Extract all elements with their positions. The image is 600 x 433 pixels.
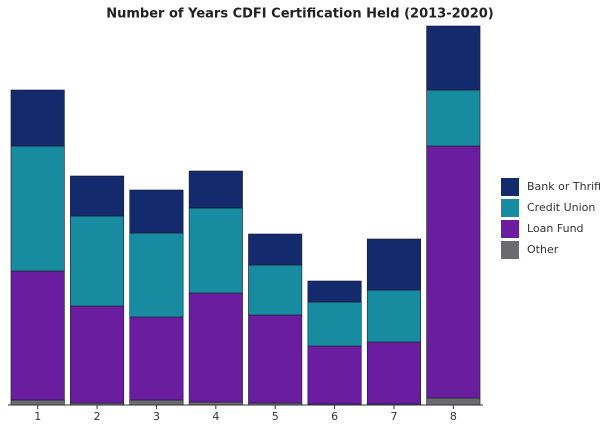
x-tick-label: 3 bbox=[153, 410, 160, 423]
bar-segment bbox=[366, 341, 421, 405]
bar-segment bbox=[366, 289, 421, 343]
legend-label: Loan Fund bbox=[527, 222, 584, 235]
x-tick-label: 8 bbox=[450, 410, 457, 423]
bar-segment bbox=[366, 238, 421, 291]
legend-swatch bbox=[501, 178, 519, 196]
x-tick-label: 7 bbox=[390, 410, 397, 423]
bar-segment bbox=[70, 175, 125, 217]
x-tick-label: 5 bbox=[272, 410, 279, 423]
bar-segment bbox=[10, 399, 65, 406]
bar-segment bbox=[248, 264, 303, 316]
bar-segment bbox=[188, 170, 243, 209]
legend-label: Bank or Thrift bbox=[527, 180, 600, 193]
bar-segment bbox=[70, 305, 125, 404]
bar-segment bbox=[307, 280, 362, 303]
bar-segment bbox=[129, 189, 184, 234]
bar-segment bbox=[188, 401, 243, 406]
bar-segment bbox=[426, 89, 481, 147]
bar-segment bbox=[129, 232, 184, 318]
bar-segment bbox=[129, 399, 184, 406]
bar-segment bbox=[188, 292, 243, 403]
x-tick-label: 2 bbox=[94, 410, 101, 423]
legend-label: Credit Union bbox=[527, 201, 595, 214]
bar-segment bbox=[10, 145, 65, 272]
x-tick-label: 6 bbox=[331, 410, 338, 423]
bar-segment bbox=[307, 345, 362, 405]
bar-segment bbox=[307, 301, 362, 347]
bar-segment bbox=[426, 145, 481, 399]
bar-segment bbox=[129, 316, 184, 401]
bar-segment bbox=[70, 215, 125, 307]
legend-swatch bbox=[501, 220, 519, 238]
bar-segment bbox=[248, 314, 303, 404]
legend-swatch bbox=[501, 241, 519, 259]
bar-segment bbox=[10, 270, 65, 401]
bar-segment bbox=[426, 397, 481, 406]
legend-label: Other bbox=[527, 243, 559, 256]
bar-segment bbox=[188, 207, 243, 294]
x-tick-label: 4 bbox=[212, 410, 219, 423]
x-tick-label: 1 bbox=[34, 410, 41, 423]
bar-segment bbox=[426, 25, 481, 91]
bar-segment bbox=[248, 233, 303, 266]
chart-title: Number of Years CDFI Certification Held … bbox=[106, 7, 493, 22]
legend-swatch bbox=[501, 199, 519, 217]
bar-segment bbox=[10, 89, 65, 147]
